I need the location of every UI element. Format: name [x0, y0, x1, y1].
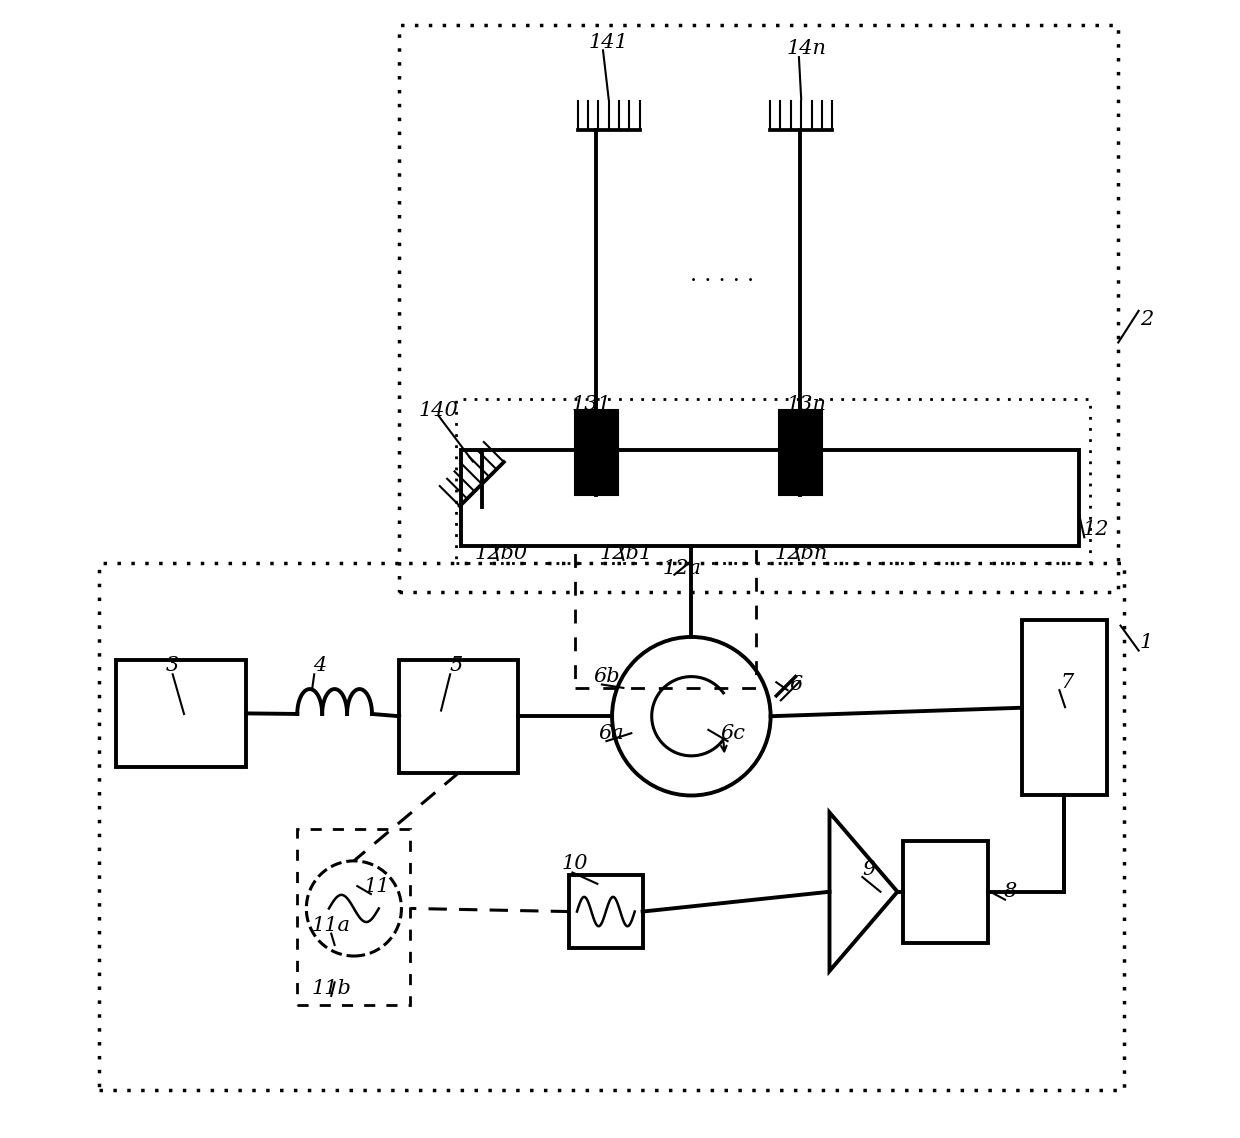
- Bar: [574, 411, 618, 495]
- Text: 6a: 6a: [598, 724, 624, 743]
- Bar: [399, 25, 1118, 592]
- Bar: [399, 660, 518, 773]
- Text: 131: 131: [572, 395, 611, 414]
- Bar: [461, 451, 1079, 546]
- Text: 11b: 11b: [311, 979, 351, 998]
- Text: 14n: 14n: [787, 39, 827, 58]
- Bar: [117, 660, 247, 767]
- Text: 1: 1: [1140, 633, 1153, 652]
- Text: 4: 4: [314, 655, 326, 675]
- Bar: [569, 875, 642, 948]
- Text: 6b: 6b: [593, 667, 620, 686]
- Text: 140: 140: [419, 401, 459, 420]
- Bar: [298, 830, 410, 1005]
- Text: 3: 3: [166, 655, 180, 675]
- Text: 13n: 13n: [787, 395, 827, 414]
- Text: 2: 2: [1140, 311, 1153, 329]
- Text: 7: 7: [1060, 673, 1074, 692]
- Text: 11a: 11a: [311, 916, 351, 935]
- Text: 12a: 12a: [663, 560, 702, 578]
- Text: 5: 5: [449, 655, 463, 675]
- Text: 9: 9: [863, 859, 875, 879]
- Bar: [456, 399, 1090, 563]
- Text: 10: 10: [562, 854, 588, 873]
- Text: 12bn: 12bn: [775, 544, 828, 562]
- Bar: [574, 523, 756, 687]
- Text: 8: 8: [1004, 882, 1017, 901]
- Text: 12: 12: [1083, 520, 1109, 539]
- Text: 11: 11: [363, 876, 389, 896]
- Text: 6: 6: [789, 675, 802, 694]
- Text: 141: 141: [589, 33, 629, 52]
- Bar: [1022, 620, 1107, 795]
- Text: 12b0: 12b0: [475, 544, 528, 562]
- Text: 6c: 6c: [720, 724, 745, 743]
- Text: 12b1: 12b1: [599, 544, 652, 562]
- Bar: [779, 411, 822, 495]
- Text: . . . . .: . . . . .: [689, 264, 754, 286]
- Bar: [903, 841, 988, 942]
- Bar: [99, 563, 1123, 1090]
